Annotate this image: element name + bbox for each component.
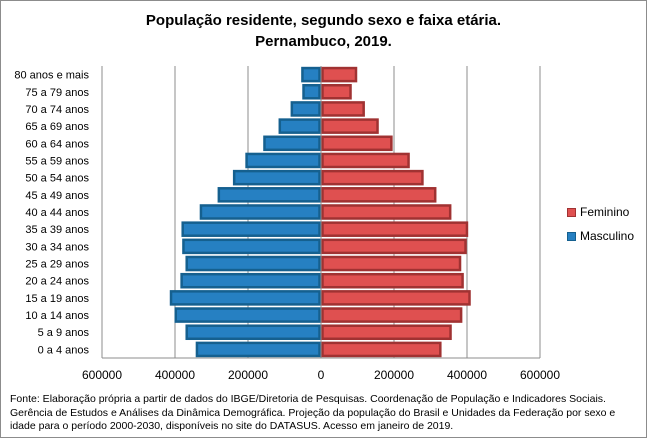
subtitle-line: Pernambuco, 2019. bbox=[255, 33, 392, 50]
y-tick-label: 30 a 34 anos bbox=[25, 241, 89, 253]
bar-feminino bbox=[321, 221, 469, 237]
x-tick-label: 400000 bbox=[155, 368, 195, 382]
legend-label: Feminino bbox=[580, 205, 630, 219]
y-tick-label: 15 a 19 anos bbox=[25, 293, 89, 305]
y-tick-label: 80 anos e mais bbox=[14, 70, 89, 82]
x-tick-label: 600000 bbox=[82, 368, 122, 382]
bar-masculino bbox=[185, 255, 321, 272]
x-tick-label: 200000 bbox=[228, 368, 268, 382]
x-tick-label: 0 bbox=[318, 368, 325, 382]
bar-masculino bbox=[180, 272, 321, 289]
y-tick-label: 50 a 54 anos bbox=[25, 173, 89, 185]
bar-feminino bbox=[321, 324, 452, 341]
y-tick-label: 0 a 4 anos bbox=[38, 344, 90, 356]
bar-masculino bbox=[232, 169, 321, 186]
x-tick-label: 600000 bbox=[520, 368, 560, 382]
bar-masculino bbox=[181, 221, 321, 237]
bar-feminino bbox=[321, 66, 358, 83]
y-tick-label: 5 a 9 anos bbox=[38, 327, 90, 339]
legend: Feminino Masculino bbox=[567, 200, 634, 248]
bar-masculino bbox=[278, 118, 321, 134]
y-tick-label: 25 a 29 anos bbox=[25, 259, 89, 271]
bar-feminino bbox=[321, 204, 452, 220]
y-tick-label: 35 a 39 anos bbox=[25, 224, 89, 236]
legend-label: Masculino bbox=[580, 229, 635, 243]
bar-feminino bbox=[321, 307, 463, 323]
bar-feminino bbox=[321, 238, 467, 255]
bar-masculino bbox=[301, 66, 321, 83]
legend-item-masculino: Masculino bbox=[567, 224, 634, 248]
bar-feminino bbox=[321, 187, 437, 203]
pyramid-chart: 600000 400000 200000 0 200000 400000 600000 0 a… bbox=[14, 66, 560, 382]
bar-feminino bbox=[321, 101, 365, 117]
y-tick-label: 40 a 44 anos bbox=[25, 207, 89, 219]
bar-feminino bbox=[321, 255, 462, 272]
source-note: Fonte: Elaboração própria a partir de da… bbox=[10, 393, 616, 432]
y-tick-label: 70 a 74 anos bbox=[25, 104, 89, 116]
bar-feminino bbox=[321, 152, 410, 169]
y-tick-label: 45 a 49 anos bbox=[25, 190, 89, 202]
title-line: População residente, segundo sexo e faix… bbox=[145, 12, 502, 29]
y-tick-label: 65 a 69 anos bbox=[25, 121, 89, 133]
bar-feminino bbox=[321, 118, 379, 134]
y-tick-label: 20 a 24 anos bbox=[25, 276, 89, 288]
bar-masculino bbox=[195, 341, 321, 358]
bar-masculino bbox=[290, 101, 321, 117]
bar-feminino bbox=[321, 135, 393, 152]
legend-swatch-masculino bbox=[567, 231, 576, 241]
bar-feminino bbox=[321, 341, 442, 358]
bar-masculino bbox=[182, 238, 321, 255]
bar-feminino bbox=[321, 290, 471, 306]
bar-masculino bbox=[263, 135, 321, 152]
bar-masculino bbox=[169, 290, 321, 306]
legend-swatch-feminino bbox=[567, 207, 576, 217]
bar-masculino bbox=[217, 187, 321, 203]
bar-masculino bbox=[199, 204, 321, 220]
legend-item-feminino: Feminino bbox=[567, 200, 634, 224]
x-tick-label: 400000 bbox=[447, 368, 487, 382]
bar-masculino bbox=[245, 152, 321, 169]
y-tick-label: 55 a 59 anos bbox=[25, 155, 89, 167]
x-tick-label: 200000 bbox=[374, 368, 414, 382]
bar-feminino bbox=[321, 169, 424, 186]
y-tick-label: 60 a 64 anos bbox=[25, 138, 89, 150]
y-tick-label: 75 a 79 anos bbox=[25, 87, 89, 99]
chart-title: População residente, segundo sexo e faix… bbox=[1, 10, 646, 52]
bar-feminino bbox=[321, 83, 352, 100]
bar-masculino bbox=[174, 307, 321, 323]
bar-masculino bbox=[302, 83, 321, 100]
bar-feminino bbox=[321, 272, 464, 289]
bar-masculino bbox=[185, 324, 321, 341]
y-tick-label: 10 a 14 anos bbox=[25, 310, 89, 322]
